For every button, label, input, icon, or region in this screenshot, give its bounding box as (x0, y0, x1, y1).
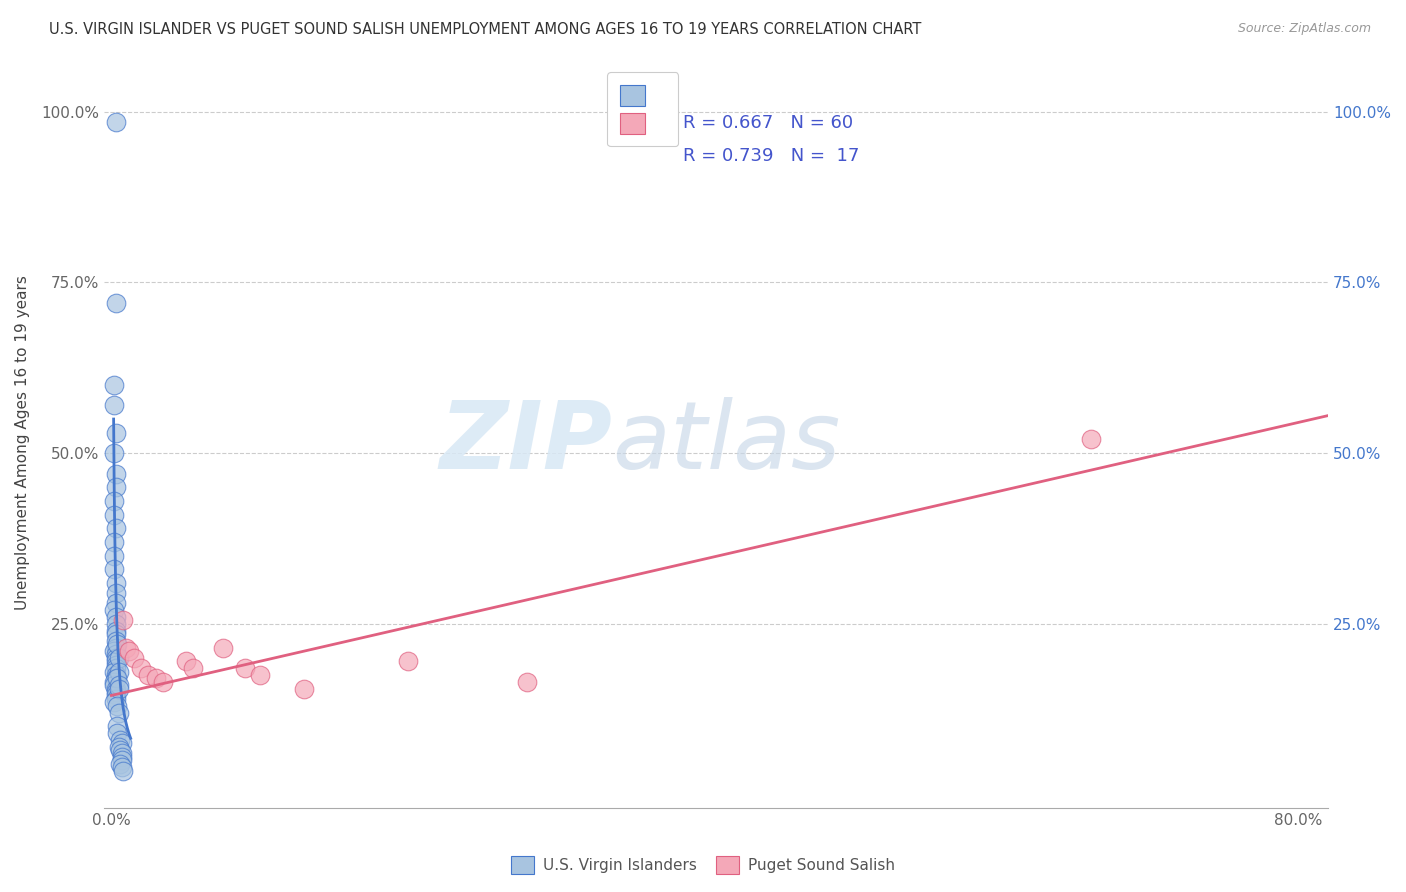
Point (211, 640, 233, 655)
Text: Source: ZipAtlas.com: Source: ZipAtlas.com (1237, 22, 1371, 36)
Point (233, 661, 256, 675)
Point (104, 633, 127, 648)
Point (103, 674, 125, 689)
Point (104, 616, 127, 631)
Y-axis label: Unemployment Among Ages 16 to 19 years: Unemployment Among Ages 16 to 19 years (15, 276, 30, 610)
Point (110, 732, 132, 747)
Point (516, 674, 538, 689)
Point (111, 747, 134, 761)
Text: R = 0.739   N =  17: R = 0.739 N = 17 (683, 147, 859, 165)
Point (105, 698, 128, 713)
Point (104, 668, 127, 682)
Point (1080, 433, 1102, 447)
Point (104, 467, 127, 481)
Point (104, 575, 127, 590)
Point (138, 668, 160, 682)
Text: R = 0.667   N = 60: R = 0.667 N = 60 (683, 114, 853, 132)
Point (104, 425, 127, 440)
Point (110, 756, 132, 771)
Point (110, 743, 132, 757)
Point (103, 534, 125, 549)
Point (104, 640, 127, 655)
Point (105, 726, 128, 740)
Point (103, 695, 125, 709)
Point (104, 672, 127, 686)
Point (108, 681, 131, 696)
Point (174, 654, 197, 668)
Point (108, 665, 131, 679)
Point (115, 640, 138, 655)
Point (103, 603, 125, 617)
Point (103, 494, 125, 508)
Point (103, 644, 125, 658)
Point (112, 764, 135, 778)
Point (103, 678, 125, 692)
Point (108, 651, 131, 665)
Point (104, 685, 127, 699)
Point (104, 681, 127, 696)
Point (104, 480, 127, 494)
Point (396, 654, 419, 668)
Point (103, 562, 125, 576)
Point (108, 739, 131, 754)
Point (104, 689, 127, 703)
Text: atlas: atlas (612, 397, 841, 489)
Point (104, 691, 127, 706)
Point (104, 586, 127, 600)
Point (145, 672, 167, 686)
Point (105, 637, 128, 651)
Point (104, 661, 127, 675)
Point (105, 719, 128, 733)
Point (104, 610, 127, 624)
Point (118, 644, 141, 658)
Point (108, 706, 131, 720)
Point (104, 657, 127, 672)
Point (105, 672, 128, 686)
Point (111, 753, 134, 767)
Point (104, 115, 127, 129)
Text: ZIP: ZIP (439, 397, 612, 489)
Point (112, 613, 135, 627)
Point (103, 508, 125, 522)
Point (249, 668, 271, 682)
Point (111, 750, 134, 764)
Text: U.S. VIRGIN ISLANDER VS PUGET SOUND SALISH UNEMPLOYMENT AMONG AGES 16 TO 19 YEAR: U.S. VIRGIN ISLANDER VS PUGET SOUND SALI… (49, 22, 921, 37)
Point (103, 549, 125, 563)
Point (104, 521, 127, 535)
Point (103, 665, 125, 679)
Point (129, 661, 152, 675)
Point (103, 446, 125, 460)
Point (108, 678, 131, 692)
Point (292, 681, 315, 696)
Point (181, 661, 204, 675)
Point (104, 627, 127, 641)
Point (104, 624, 127, 638)
Point (152, 674, 174, 689)
Point (104, 654, 127, 668)
Point (122, 651, 145, 665)
Point (103, 398, 125, 412)
Point (104, 296, 127, 310)
Point (104, 648, 127, 662)
Legend: U.S. Virgin Islanders, Puget Sound Salish: U.S. Virgin Islanders, Puget Sound Salis… (505, 850, 901, 880)
Point (111, 760, 134, 774)
Legend:   ,   : , (607, 72, 678, 146)
Point (104, 596, 127, 610)
Point (111, 736, 134, 750)
Point (103, 377, 125, 392)
Point (104, 651, 127, 665)
